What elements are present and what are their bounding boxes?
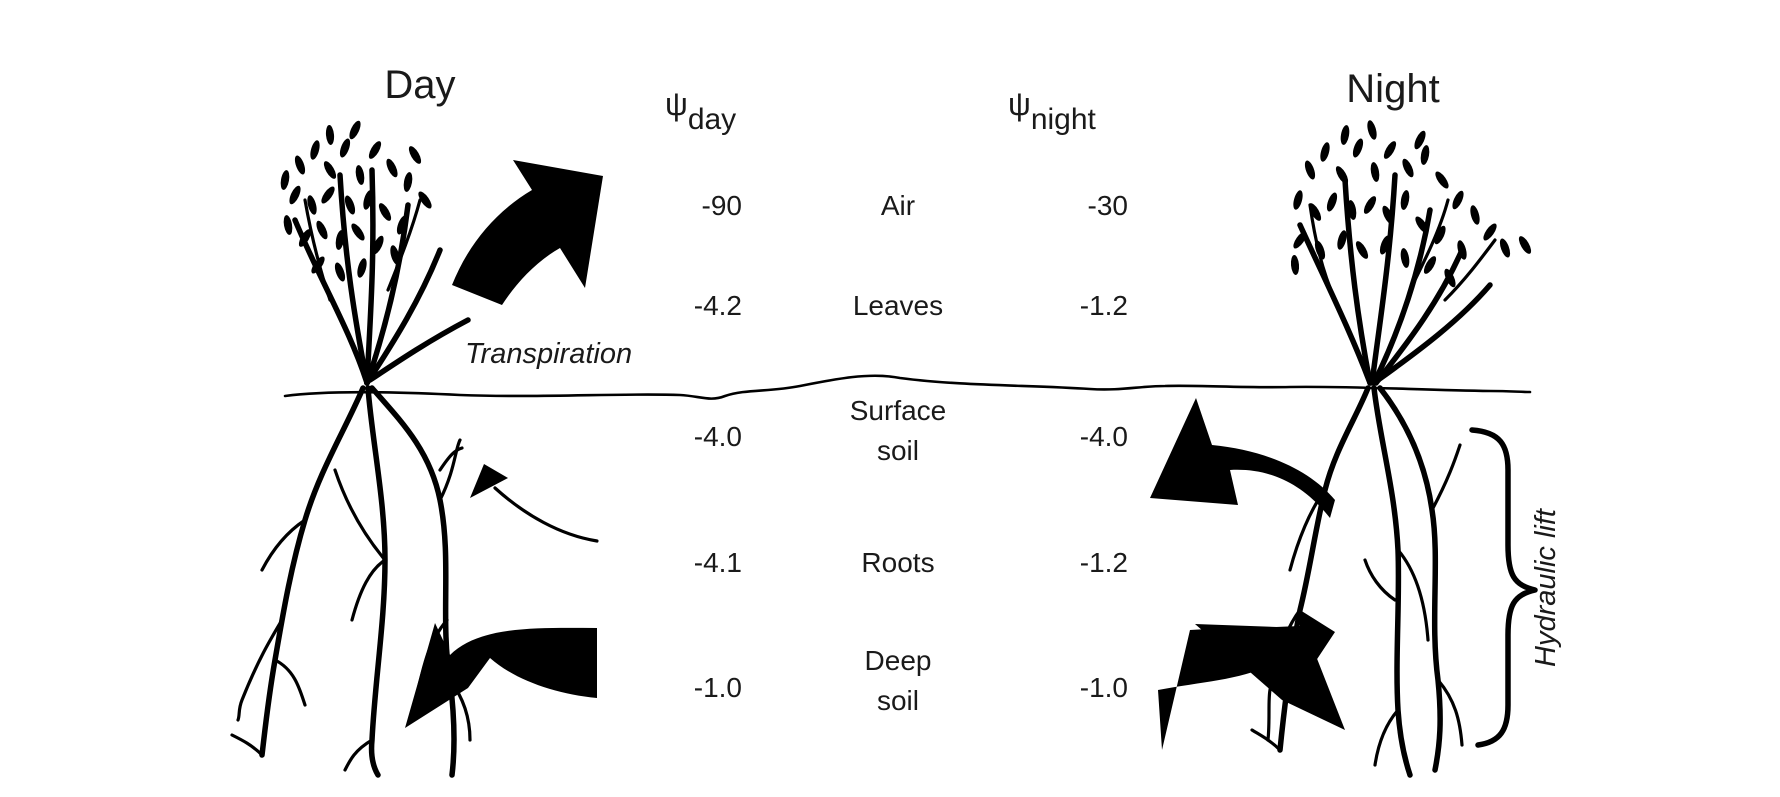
night-plant-roots — [1250, 385, 1464, 778]
row-surface-soil-day-value: -4.0 — [694, 421, 742, 452]
row-leaves-night-value: -1.2 — [1080, 290, 1128, 321]
psi-day-subscript: day — [688, 103, 736, 136]
hydraulic-lift-brace — [1469, 427, 1538, 748]
night-plant — [1250, 120, 1532, 778]
row-roots-day-value: -4.1 — [694, 547, 742, 578]
day-plant — [230, 120, 472, 778]
psi-day-symbol: ψ — [665, 86, 688, 122]
day-plant-leaves — [280, 120, 432, 282]
row-air: -90 Air -30 — [702, 190, 1128, 221]
row-deep-soil-day-value: -1.0 — [694, 672, 742, 703]
soil-to-root-thin-arrow — [493, 486, 599, 543]
transpiration-arrow — [452, 160, 603, 305]
night-plant-leaves — [1290, 120, 1532, 288]
row-leaves: -4.2 Leaves -1.2 — [694, 290, 1128, 321]
day-plant-roots — [230, 385, 472, 778]
row-deep-soil: -1.0 Deep soil -1.0 — [694, 645, 1128, 716]
deep-soil-uptake-arrow-night-head — [1195, 624, 1345, 730]
row-air-night-value: -30 — [1088, 190, 1128, 221]
day-plant-branches — [292, 167, 471, 386]
psi-day-header: ψday — [665, 86, 736, 136]
row-surface-soil-label-line1: Surface — [850, 395, 947, 426]
night-heading: Night — [1346, 67, 1439, 111]
psi-night-header: ψnight — [1008, 86, 1097, 136]
row-leaves-day-value: -4.2 — [694, 290, 742, 321]
deep-soil-uptake-arrow-day — [405, 623, 597, 748]
row-deep-soil-night-value: -1.0 — [1080, 672, 1128, 703]
soil-to-root-thin-arrowhead — [470, 464, 508, 498]
row-surface-soil-night-value: -4.0 — [1080, 421, 1128, 452]
row-roots-night-value: -1.2 — [1080, 547, 1128, 578]
hydraulic-lift-label: Hydraulic lift — [1530, 507, 1562, 667]
ground-line — [283, 374, 1532, 400]
row-roots: -4.1 Roots -1.2 — [694, 547, 1128, 578]
row-surface-soil: -4.0 Surface soil -4.0 — [694, 395, 1128, 466]
row-leaves-label: Leaves — [853, 290, 943, 321]
row-air-day-value: -90 — [702, 190, 742, 221]
row-roots-label: Roots — [861, 547, 934, 578]
row-surface-soil-label-line2: soil — [877, 435, 919, 466]
row-air-label: Air — [881, 190, 915, 221]
row-deep-soil-label-line1: Deep — [865, 645, 932, 676]
transpiration-label: Transpiration — [465, 338, 632, 370]
day-heading: Day — [384, 63, 455, 107]
psi-night-symbol: ψ — [1008, 86, 1031, 122]
row-deep-soil-label-line2: soil — [877, 685, 919, 716]
psi-night-subscript: night — [1031, 103, 1097, 136]
hydraulic-release-arrow — [1150, 398, 1335, 518]
